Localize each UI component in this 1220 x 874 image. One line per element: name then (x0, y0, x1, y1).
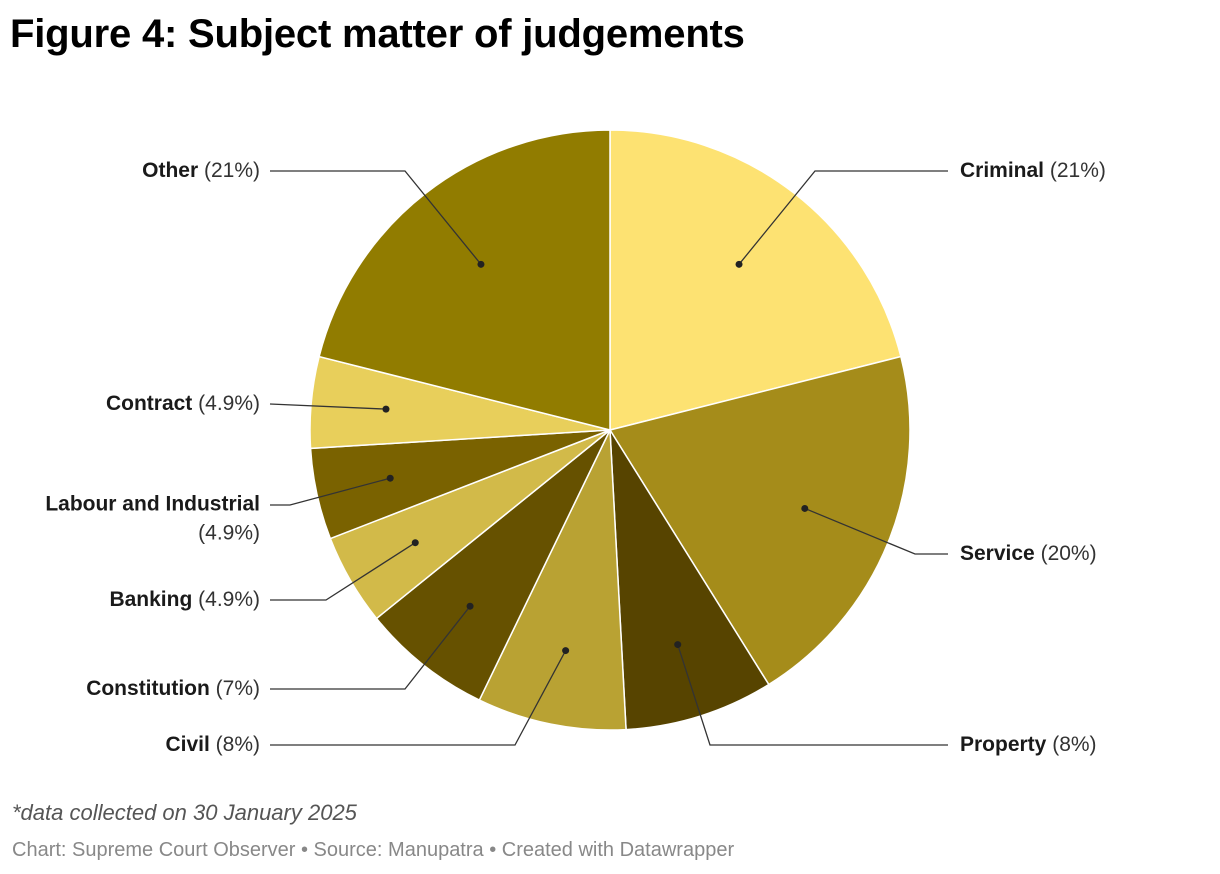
leader-line-banking (270, 542, 416, 601)
slice-label-service: Service (20%) (960, 542, 1097, 565)
slice-label-other: Other (21%) (142, 159, 260, 182)
slice-label-property: Property (8%) (960, 733, 1097, 756)
pie-slice-service (608, 355, 911, 686)
pie-slice-civil (478, 429, 627, 731)
pie-slice-other (318, 129, 611, 431)
leader-line-other (270, 170, 482, 265)
chart-title: Figure 4: Subject matter of judgements (10, 12, 745, 56)
leader-dot-other (477, 260, 485, 268)
leader-dot-banking (411, 539, 419, 547)
leader-line-labour-and-industrial (270, 477, 391, 506)
leader-line-property (677, 644, 948, 746)
leader-dot-criminal (735, 260, 743, 268)
leader-dot-constitution (466, 602, 474, 610)
slice-label-criminal: Criminal (21%) (960, 159, 1106, 182)
leader-line-criminal (738, 170, 948, 265)
leader-line-civil (270, 650, 567, 746)
leader-dot-labour-and-industrial (386, 474, 394, 482)
leader-dot-civil (562, 647, 570, 655)
slice-label-constitution: Constitution (7%) (86, 677, 260, 700)
leader-dot-property (674, 641, 682, 649)
leader-line-contract (269, 403, 387, 410)
pie-slice-criminal (609, 129, 902, 431)
slice-label-contract: Contract (4.9%) (106, 392, 260, 415)
slice-label-civil: Civil (8%) (165, 733, 260, 756)
slice-label-labour-and-industrial: Labour and Industrial (45, 493, 260, 516)
chart-credits: Chart: Supreme Court Observer • Source: … (12, 839, 735, 861)
data-note: *data collected on 30 January 2025 (12, 800, 357, 825)
leader-lines (269, 170, 948, 746)
leader-dot-service (801, 504, 809, 512)
leader-dot-contract (382, 405, 390, 413)
pie-slices (309, 129, 911, 731)
leader-line-constitution (270, 605, 471, 690)
slice-value-labour-and-industrial: (4.9%) (198, 522, 260, 545)
slice-labels: Criminal (21%) Service (20%) Property (8%)… (45, 159, 1106, 756)
leader-line-service (804, 507, 948, 555)
slice-label-banking: Banking (4.9%) (109, 588, 260, 611)
